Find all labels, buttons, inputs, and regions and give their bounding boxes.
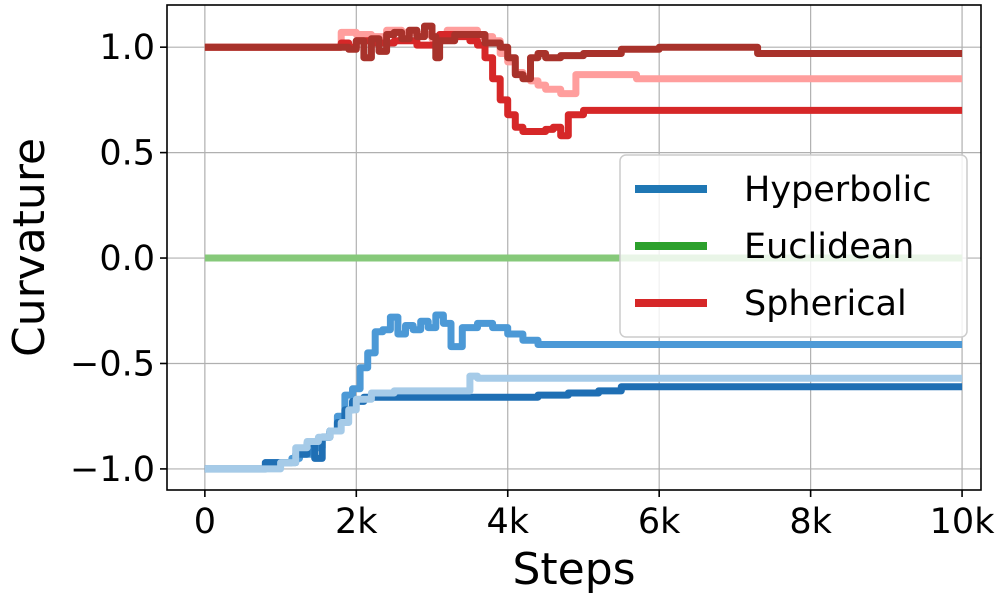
y-tick-label: −1.0: [70, 450, 155, 490]
legend-label: Spherical: [744, 284, 907, 324]
x-tick-label: 6k: [638, 502, 681, 542]
y-tick-label: 0.5: [99, 134, 155, 174]
series-line-spherical: [204, 22, 963, 83]
x-tick-label: 4k: [486, 502, 529, 542]
plot-frame: [166, 4, 982, 491]
x-tick-label: 2k: [335, 502, 378, 542]
x-tick-label: 10k: [930, 502, 996, 542]
x-tick-label: 8k: [789, 502, 832, 542]
series-line-hyperbolic: [204, 383, 963, 473]
y-tick-label: 1.0: [99, 28, 155, 68]
y-tick-label: −0.5: [70, 344, 155, 384]
legend-box: [619, 154, 968, 338]
y-tick-label: 0.0: [99, 239, 155, 279]
legend: Hyperbolic Euclidean Spherical: [619, 154, 968, 338]
series-line-spherical: [204, 26, 963, 98]
ticks: 0 2k 4k 6k 8k 10k 1.0 0.5 0.0 −0.5 −1.0: [70, 28, 995, 542]
x-axis-title: Steps: [512, 544, 635, 595]
series-line-hyperbolic: [204, 372, 963, 473]
y-axis-title: Curvature: [4, 138, 55, 357]
legend-label: Hyperbolic: [744, 170, 932, 210]
lines: [204, 22, 963, 473]
legend-label: Euclidean: [744, 227, 914, 267]
x-tick-label: 0: [194, 502, 216, 542]
